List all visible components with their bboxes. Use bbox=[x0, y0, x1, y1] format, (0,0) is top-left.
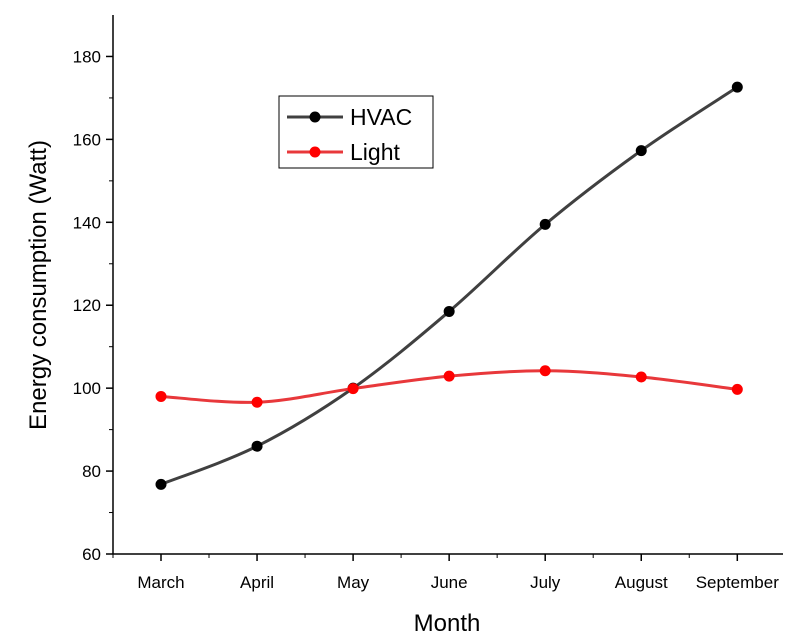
data-point-hvac bbox=[539, 218, 551, 230]
data-point-light bbox=[155, 390, 167, 402]
data-point-hvac bbox=[155, 478, 167, 490]
data-point-light bbox=[443, 370, 455, 382]
series-layer bbox=[155, 81, 743, 490]
x-axis-title: Month bbox=[414, 610, 481, 637]
y-tick-label: 160 bbox=[73, 130, 101, 149]
data-point-hvac bbox=[443, 305, 455, 317]
y-tick-label: 100 bbox=[73, 379, 101, 398]
axes: 60 80 100 120 140 160 180 March April May June July… bbox=[73, 15, 783, 592]
x-tick-label: July bbox=[530, 573, 561, 592]
y-tick-label: 80 bbox=[82, 462, 101, 481]
legend-marker-light bbox=[309, 146, 321, 158]
x-tick-label: March bbox=[137, 573, 184, 592]
series-light bbox=[155, 365, 743, 408]
data-point-hvac bbox=[251, 440, 263, 452]
y-tick-label: 140 bbox=[73, 213, 101, 232]
legend: HVAC Light bbox=[278, 95, 434, 169]
legend-label-hvac: HVAC bbox=[350, 104, 412, 130]
series-line-hvac bbox=[160, 85, 739, 486]
y-axis-title: Energy consumption (Watt) bbox=[25, 140, 52, 430]
legend-box bbox=[278, 95, 434, 169]
x-tick-label: September bbox=[696, 573, 779, 592]
data-point-hvac bbox=[731, 81, 743, 93]
series-hvac bbox=[155, 81, 743, 490]
y-tick-label: 60 bbox=[82, 545, 101, 564]
y-tick-label: 180 bbox=[73, 47, 101, 66]
x-tick-label: May bbox=[337, 573, 370, 592]
x-tick-label: June bbox=[431, 573, 468, 592]
data-point-light bbox=[635, 371, 647, 383]
legend-marker-hvac bbox=[309, 111, 321, 123]
x-tick-label: April bbox=[240, 573, 274, 592]
data-point-light bbox=[251, 396, 263, 408]
legend-label-light: Light bbox=[350, 139, 400, 165]
data-point-light bbox=[347, 383, 359, 395]
y-tick-label: 120 bbox=[73, 296, 101, 315]
x-tick-label: August bbox=[615, 573, 668, 592]
data-point-hvac bbox=[635, 145, 647, 157]
data-point-light bbox=[539, 365, 551, 377]
data-point-light bbox=[731, 383, 743, 395]
